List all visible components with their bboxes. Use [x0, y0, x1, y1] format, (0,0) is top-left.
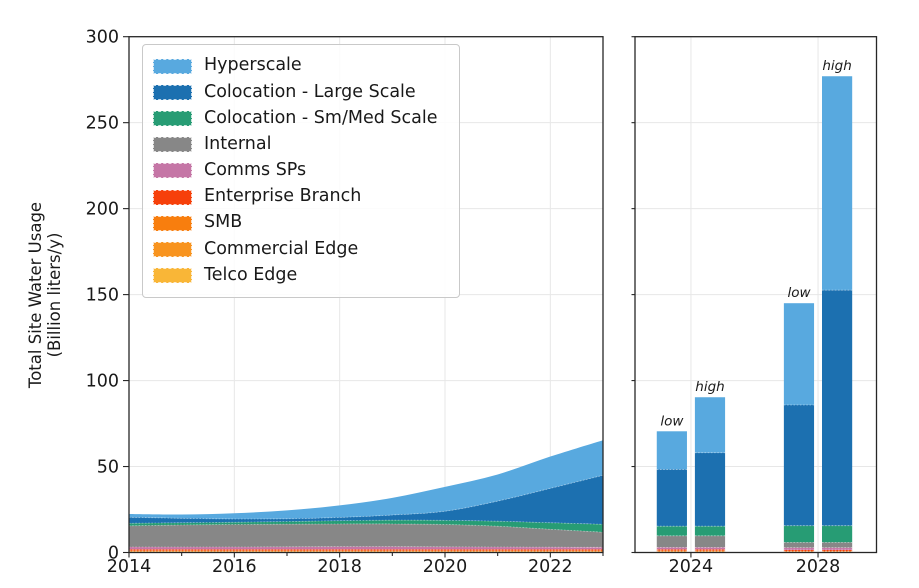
area-internal: [129, 523, 603, 548]
legend-item-telco_edge: Telco Edge: [151, 263, 451, 289]
y-tick-label: 200: [86, 200, 119, 220]
bar-2028-low-smb: [783, 551, 815, 552]
legend-swatch-enterprise_branch: [153, 189, 192, 205]
bar-2028-high-internal: [822, 542, 853, 548]
legend-swatch-hyperscale: [153, 58, 192, 74]
bar-2028-low-enterprise_branch: [783, 549, 815, 552]
x-tick-label: 2016: [212, 557, 257, 577]
legend-item-internal: Internal: [151, 132, 451, 158]
legend-swatch-internal: [153, 137, 192, 153]
legend-label-comms_sps: Comms SPs: [204, 160, 307, 181]
legend-swatch-colocation_sm_med: [153, 110, 192, 126]
bar-2028-high-comms_sps: [822, 547, 853, 550]
y-tick-label: 300: [86, 28, 119, 48]
bar-2028-low-comms_sps: [783, 547, 815, 550]
y-tick-label: 50: [97, 458, 119, 478]
legend-item-comms_sps: Comms SPs: [151, 158, 451, 184]
bar-2024-high-comms_sps: [694, 547, 726, 550]
area-commercial_edge: [129, 551, 603, 552]
area-smb: [129, 550, 603, 552]
area-boundary: [129, 474, 603, 520]
x-tick-label: 2014: [107, 557, 152, 577]
x-tick-label: 2028: [796, 557, 841, 577]
legend-swatch-comms_sps: [153, 163, 192, 179]
bar-2024-low-comms_sps: [656, 547, 687, 550]
x-tick-label: 2018: [317, 557, 362, 577]
bar-2024-high-commercial_edge: [694, 551, 726, 552]
bar-2024-high-colocation_large: [694, 452, 726, 527]
y-tick-label: 150: [86, 286, 119, 306]
area-enterprise_branch: [129, 549, 603, 551]
legend: Hyperscale Colocation - Large Scale Coloca…: [142, 44, 460, 298]
legend-label-colocation_sm_med: Colocation - Sm/Med Scale: [204, 107, 438, 128]
scenario-label-2024-high: high: [695, 379, 724, 395]
bar-2024-high-smb: [694, 550, 726, 552]
bar-2024-high-colocation_sm_med: [694, 526, 726, 536]
area-hyperscale: [129, 440, 603, 520]
legend-label-commercial_edge: Commercial Edge: [204, 238, 359, 259]
area-colocation_sm_med: [129, 520, 603, 533]
bar-2028-high-colocation_large: [822, 290, 853, 526]
bar-2028-high-enterprise_branch: [822, 549, 853, 552]
bar-2024-low-colocation_sm_med: [656, 526, 687, 536]
bar-2024-high-internal: [694, 535, 726, 548]
area-boundary: [129, 523, 603, 533]
stacked-area-group: [129, 440, 603, 553]
legend-item-enterprise_branch: Enterprise Branch: [151, 184, 451, 210]
bar-2024-low-commercial_edge: [656, 551, 687, 552]
x-tick-label: 2024: [669, 557, 714, 577]
scenario-label-2024-low: low: [660, 413, 684, 429]
legend-swatch-commercial_edge: [153, 241, 192, 257]
area-boundary: [129, 546, 603, 548]
y-tick-label: 100: [86, 372, 119, 392]
bar-2028-low-hyperscale: [783, 303, 815, 405]
bar-2024-low-smb: [656, 550, 687, 552]
legend-item-hyperscale: Hyperscale: [151, 53, 451, 79]
y-axis-label-line1: Total Site Water Usage: [26, 202, 45, 389]
bar-2024-low-colocation_large: [656, 469, 687, 527]
legend-label-hyperscale: Hyperscale: [204, 55, 302, 76]
stacked-bar-group: [656, 76, 853, 553]
area-comms_sps: [129, 546, 603, 550]
bar-2024-low-enterprise_branch: [656, 549, 687, 551]
legend-item-commercial_edge: Commercial Edge: [151, 236, 451, 262]
bar-2028-high-hyperscale: [822, 76, 853, 291]
legend-label-internal: Internal: [204, 133, 272, 154]
bar-2024-high-enterprise_branch: [694, 549, 726, 551]
y-tick-label: 250: [86, 114, 119, 134]
x-tick-label: 2022: [528, 557, 573, 577]
area-boundary: [129, 519, 603, 525]
legend-item-colocation_large: Colocation - Large Scale: [151, 79, 451, 105]
bar-2028-high-colocation_sm_med: [822, 525, 853, 543]
bar-2024-low-hyperscale: [656, 431, 687, 470]
x-tick-label: 2020: [423, 557, 468, 577]
y-axis-label-line2: (Billion liters/y): [45, 233, 64, 358]
legend-item-smb: SMB: [151, 210, 451, 236]
bar-2028-low-internal: [783, 542, 815, 548]
area-colocation_large: [129, 475, 603, 525]
legend-label-colocation_large: Colocation - Large Scale: [204, 81, 416, 102]
legend-label-smb: SMB: [204, 212, 243, 233]
legend-label-enterprise_branch: Enterprise Branch: [204, 186, 362, 207]
y-tick-label: 0: [108, 544, 119, 564]
legend-swatch-telco_edge: [153, 268, 192, 284]
scenario-label-2028-low: low: [787, 285, 811, 301]
scenario-label-2028-high: high: [822, 58, 851, 74]
bar-2028-low-colocation_sm_med: [783, 525, 815, 543]
legend-item-colocation_sm_med: Colocation - Sm/Med Scale: [151, 105, 451, 131]
bar-2028-high-smb: [822, 551, 853, 552]
bar-2028-low-colocation_large: [783, 404, 815, 526]
legend-swatch-smb: [153, 215, 192, 231]
legend-swatch-colocation_large: [153, 84, 192, 100]
bar-2024-low-internal: [656, 535, 687, 548]
bar-2024-high-hyperscale: [694, 397, 726, 453]
legend-label-telco_edge: Telco Edge: [204, 264, 298, 285]
